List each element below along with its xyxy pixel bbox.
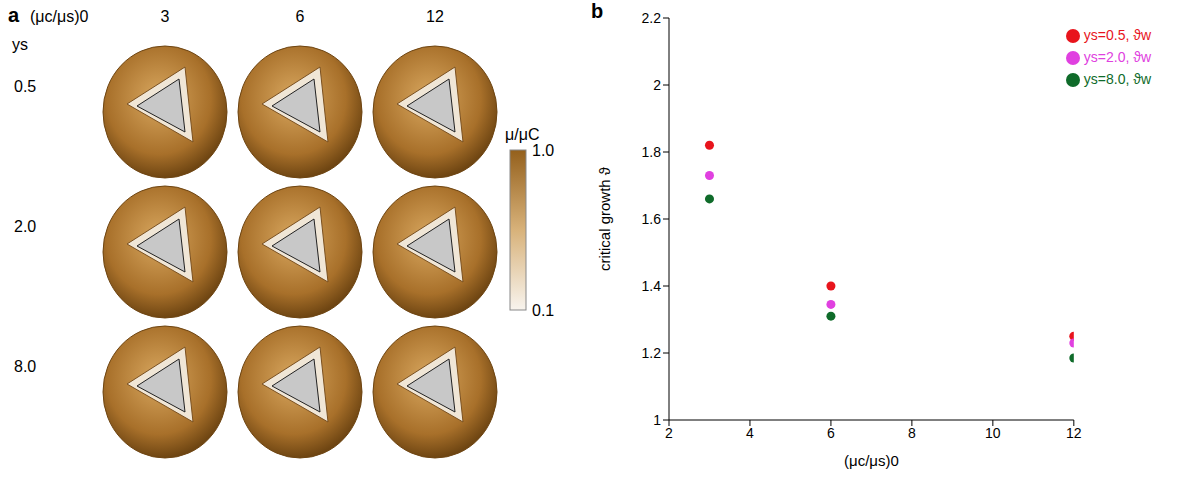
svg-text:1.2: 1.2 (642, 345, 662, 361)
svg-text:2: 2 (653, 77, 661, 93)
svg-text:(μc/μs)0: (μc/μs)0 (844, 452, 899, 469)
svg-text:2.0: 2.0 (14, 218, 36, 235)
svg-text:1.6: 1.6 (642, 211, 662, 227)
svg-text:1: 1 (653, 412, 661, 428)
svg-text:μ/μC: μ/μC (505, 126, 539, 143)
svg-text:ys: ys (12, 36, 28, 53)
svg-text:2.2: 2.2 (642, 10, 662, 26)
svg-text:8.0: 8.0 (14, 358, 36, 375)
svg-text:10: 10 (985, 425, 1001, 441)
svg-text:0.5: 0.5 (14, 78, 36, 95)
svg-text:1.4: 1.4 (642, 278, 662, 294)
svg-text:critical growth ϑ: critical growth ϑ (596, 166, 613, 271)
svg-text:8: 8 (908, 425, 916, 441)
svg-text:3: 3 (161, 8, 170, 25)
svg-text:4: 4 (746, 425, 754, 441)
svg-text:12: 12 (426, 8, 444, 25)
html-text:ys=2.0, ϑw: ys=2.0, ϑw (1083, 49, 1151, 65)
svg-text:6: 6 (296, 8, 305, 25)
svg-text:1.0: 1.0 (532, 142, 554, 159)
html-text:b: b (591, 0, 604, 22)
svg-text:0.1: 0.1 (532, 302, 554, 319)
svg-text:2: 2 (665, 425, 673, 441)
svg-text:1.8: 1.8 (642, 144, 662, 160)
html-text:ys=0.5, ϑw: ys=0.5, ϑw (1083, 27, 1151, 43)
svg-text:6: 6 (827, 425, 835, 441)
svg-text:(μc/μs)0: (μc/μs)0 (30, 8, 89, 25)
svg-text:a: a (8, 4, 20, 26)
html-text:ys=8.0, ϑw: ys=8.0, ϑw (1083, 71, 1151, 87)
svg-text:12: 12 (1066, 425, 1082, 441)
